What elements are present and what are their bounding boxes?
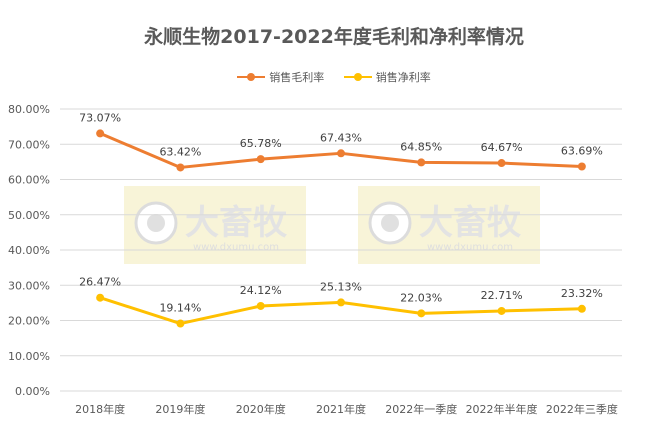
data-point bbox=[577, 304, 586, 313]
y-tick-label: 40.00% bbox=[8, 244, 50, 257]
x-tick-label: 2018年度 bbox=[75, 402, 125, 416]
data-label: 67.43% bbox=[320, 131, 362, 144]
series-layer: 73.07% 63.42% 65.78% 67.43% 64.85% 64.67% 63.6… bbox=[79, 111, 603, 328]
data-point bbox=[96, 293, 105, 302]
y-tick-label: 70.00% bbox=[8, 138, 50, 151]
data-point bbox=[337, 298, 345, 307]
legend-item-gross-margin: 销售毛利率 bbox=[237, 69, 324, 85]
watermark-2-name: 大畜牧 bbox=[419, 203, 522, 243]
gridlines bbox=[60, 108, 622, 392]
chart-title: 永顺生物2017-2022年度毛利和净利率情况 bbox=[144, 26, 524, 48]
data-label: 64.67% bbox=[481, 141, 523, 154]
watermark-1-url: www.dxumu.com bbox=[193, 242, 279, 253]
watermark-2: 大畜牧 www.dxumu.com bbox=[358, 186, 540, 264]
y-tick-label: 80.00% bbox=[8, 103, 50, 116]
x-tick-label: 2022年一季度 bbox=[385, 402, 457, 416]
watermark-1-name: 大畜牧 bbox=[185, 203, 288, 243]
data-point bbox=[176, 319, 185, 328]
watermark-2-url: www.dxumu.com bbox=[427, 242, 513, 253]
data-point bbox=[256, 155, 265, 164]
y-tick-label: 50.00% bbox=[8, 209, 50, 222]
legend-swatch-net-margin bbox=[343, 72, 372, 82]
data-label: 63.69% bbox=[561, 144, 603, 157]
y-tick-label: 20.00% bbox=[8, 315, 50, 328]
y-tick-label: 60.00% bbox=[8, 174, 50, 187]
watermark-layer: 大畜牧 www.dxumu.com 大畜牧 www.dxumu.com bbox=[124, 186, 540, 264]
data-point bbox=[256, 301, 265, 310]
legend: 销售毛利率 销售净利率 bbox=[0, 69, 668, 85]
x-axis: 2018年度 2019年度 2020年度 2021年度 2022年一季度 2022年半年度… bbox=[75, 402, 618, 416]
data-label: 24.12% bbox=[240, 284, 282, 297]
data-point bbox=[497, 159, 506, 168]
data-point bbox=[577, 162, 586, 171]
x-tick-label: 2020年度 bbox=[236, 402, 286, 416]
y-tick-label: 30.00% bbox=[8, 279, 50, 292]
legend-label-gross-margin: 销售毛利率 bbox=[269, 71, 325, 84]
x-tick-label: 2019年度 bbox=[155, 402, 205, 416]
data-label: 23.32% bbox=[561, 287, 603, 300]
data-label: 22.03% bbox=[400, 291, 442, 304]
data-point bbox=[176, 163, 185, 172]
y-tick-label: 0.00% bbox=[15, 385, 50, 398]
data-label: 25.13% bbox=[320, 280, 362, 293]
legend-item-net-margin: 销售净利率 bbox=[343, 69, 431, 85]
data-point bbox=[417, 309, 426, 318]
data-point bbox=[337, 149, 345, 158]
y-tick-label: 10.00% bbox=[8, 350, 50, 363]
data-point bbox=[96, 129, 105, 138]
data-label: 64.85% bbox=[400, 140, 442, 153]
data-point bbox=[497, 306, 506, 315]
x-tick-label: 2021年度 bbox=[316, 402, 366, 416]
data-label: 63.42% bbox=[159, 145, 201, 158]
legend-label-net-margin: 销售净利率 bbox=[375, 71, 431, 84]
x-tick-label: 2022年半年度 bbox=[466, 402, 538, 416]
data-label: 26.47% bbox=[79, 276, 121, 289]
x-tick-label: 2022年三季度 bbox=[546, 402, 618, 416]
legend-swatch-gross-margin bbox=[237, 72, 266, 82]
data-label: 19.14% bbox=[159, 302, 201, 315]
data-label: 73.07% bbox=[79, 111, 121, 124]
y-axis: 0.00% 10.00% 20.00% 30.00% 40.00% 50.00% 60.00… bbox=[8, 103, 50, 398]
data-label: 65.78% bbox=[240, 137, 282, 150]
watermark-1: 大畜牧 www.dxumu.com bbox=[124, 186, 306, 264]
data-label: 22.71% bbox=[481, 289, 523, 302]
data-point bbox=[417, 158, 426, 167]
